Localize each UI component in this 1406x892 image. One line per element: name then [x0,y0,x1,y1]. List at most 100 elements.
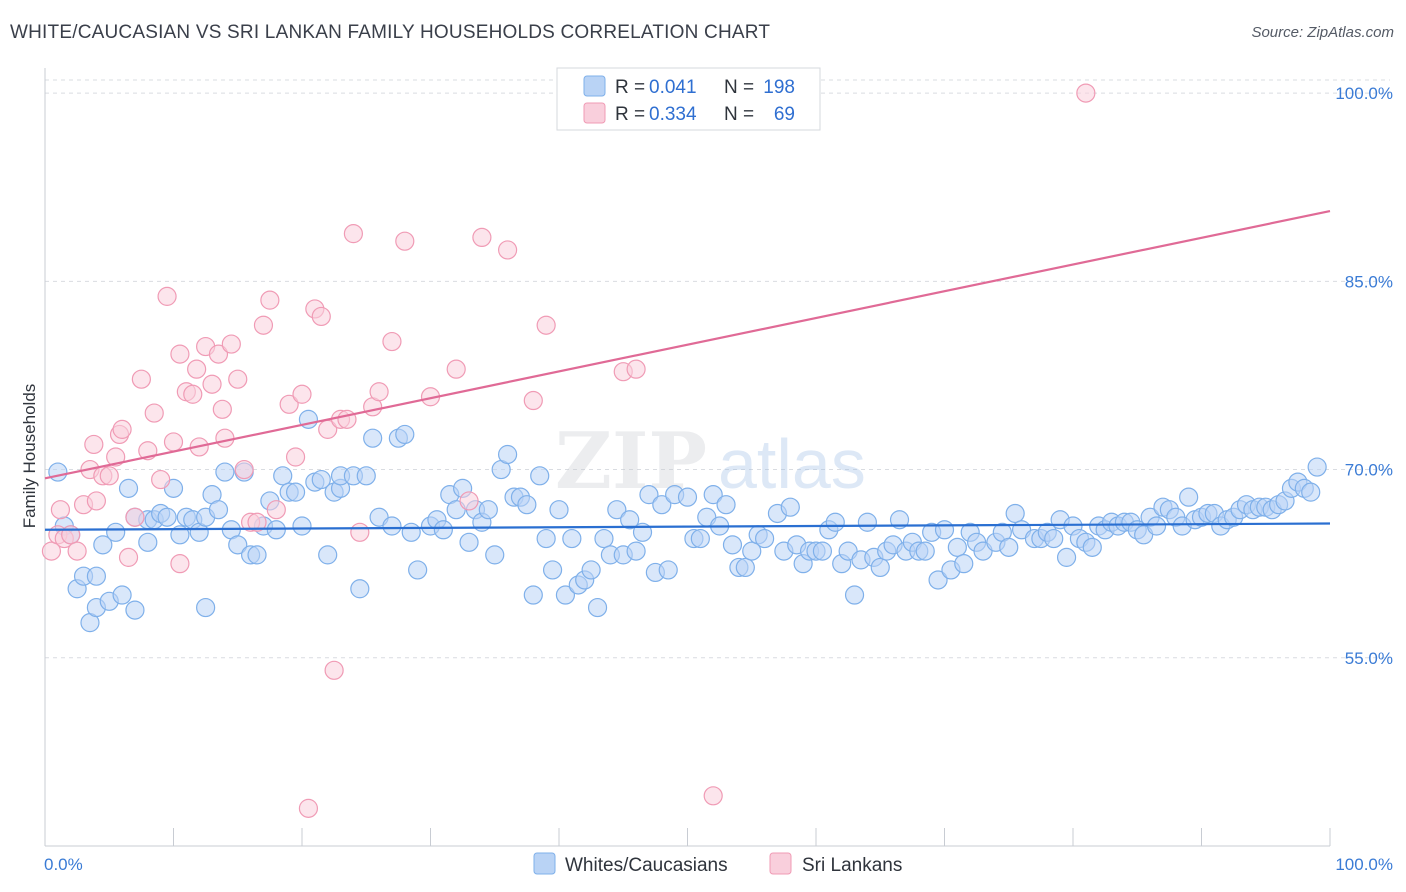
whites-point [587,597,608,618]
whites-point [517,495,537,515]
srilankans-point [208,344,229,364]
srilankans-point [266,500,286,520]
srilankans-point [131,369,151,389]
whites-point [954,554,974,574]
whites-point [581,560,601,580]
srilankans-point [279,394,299,414]
whites-point [48,462,68,482]
legend-r-srilankans: 0.334 [649,104,697,125]
whites-point [857,512,878,532]
y-axis-label: Family Households [20,384,39,529]
stats-legend: R = 0.041 N = 198 R = 0.334 N = 69 [556,67,821,131]
bottom-legend-swatch-srilankans [769,852,792,875]
srilankans-point [298,798,319,818]
srilankans-point [99,466,119,486]
bottom-legend-label-srilankans: Sri Lankans [802,855,902,876]
srilankans-point [157,286,177,306]
srilankans-point [472,227,492,248]
srilankans-point [86,491,107,511]
srilankans-point [343,224,363,244]
whites-point [1056,547,1077,567]
whites-point [735,557,755,578]
legend-r-label-whites: R = [615,77,645,98]
whites-point [408,560,428,580]
srilankans-point [212,399,232,419]
srilankans-point [626,359,646,379]
srilankans-point [221,334,241,354]
srilankans-point [446,359,466,379]
svg-text:atlas: atlas [718,425,866,503]
y-tick-label: 100.0% [1335,84,1393,103]
srilankans-point [382,331,402,352]
srilankans-point [202,374,222,394]
srilankans-point [1076,83,1096,103]
series-legend: Whites/Caucasians Sri Lankans [533,852,902,876]
srilankans-point [50,500,71,520]
whites-point [93,535,113,555]
whites-point [1005,503,1025,524]
x-tick-label-min: 0.0% [44,855,83,874]
legend-swatch-whites [583,75,606,97]
chart-title: WHITE/CAUCASIAN VS SRI LANKAN FAMILY HOU… [10,22,771,43]
srilankans-point [61,525,81,545]
srilankans-point [228,369,248,389]
whites-point [498,444,518,465]
whites-point [825,512,845,532]
srilankans-point [285,447,306,467]
y-tick-label: 85.0% [1345,272,1393,291]
whites-point [607,500,627,520]
srilankans-point [311,306,331,327]
whites-point [844,585,865,605]
whites-point [677,487,698,507]
whites-point [138,532,158,552]
whites-point [382,516,402,536]
srilankans-point [498,240,518,260]
legend-swatch-srilankans [583,102,606,124]
srilankans-point [369,382,389,402]
bottom-legend-swatch-whites [533,852,556,875]
whites-point [292,516,312,536]
legend-r-whites: 0.041 [649,77,697,98]
whites-point [125,600,145,620]
whites-point [639,485,659,505]
srilankans-point [395,231,415,251]
srilankans-point [41,541,62,561]
whites-point [112,585,132,605]
srilankans-point [260,290,280,310]
whites-point [356,466,376,486]
whites-point [716,495,736,515]
whites-point [285,482,306,502]
srilankans-point [215,428,235,448]
whites-point [157,507,177,527]
whites-point [889,510,910,530]
x-tick-label-max: 100.0% [1335,855,1393,874]
y-tick-labels: 55.0% 70.0% 85.0% 100.0% [1335,84,1393,668]
whites-point [742,541,762,561]
srilankans-point [247,512,267,532]
whites-point [947,537,967,557]
x-tick-labels: 0.0% 100.0% [44,855,1393,874]
whites-point [523,585,543,605]
whites-point [915,541,935,561]
whites-point [196,597,216,618]
whites-point [395,424,415,445]
whites-point [433,520,453,540]
whites-point [722,535,743,555]
whites-point [1307,457,1327,477]
whites-point [928,570,948,590]
whites-point [1146,516,1167,536]
whites-point [754,528,775,549]
whites-point [555,585,576,605]
whites-point [485,545,505,565]
x-ticks [44,828,1331,846]
source-label: Source: ZipAtlas.com [1251,24,1394,41]
whites-point [118,478,139,498]
whites-point [1179,487,1199,507]
y-tick-label: 70.0% [1345,461,1393,480]
whites-point [594,528,614,549]
whites-point [401,522,421,542]
whites-point [703,485,723,505]
whites-point [780,497,800,517]
srilankans-point [67,541,87,561]
whites-point [626,541,646,561]
